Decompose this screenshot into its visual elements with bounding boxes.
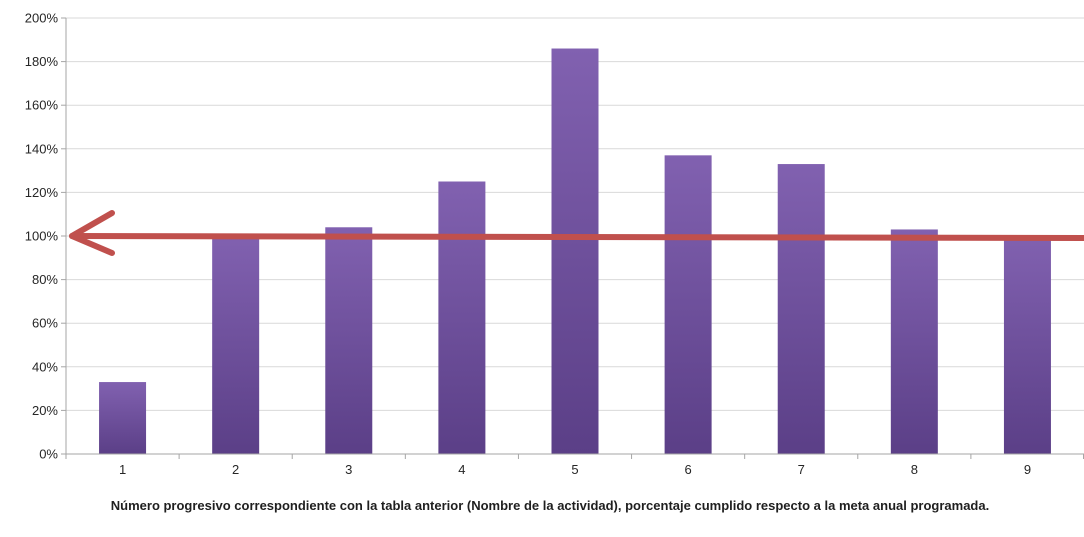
reference-arrowhead	[69, 210, 115, 256]
bar-6	[664, 155, 712, 454]
x-tick-label: 3	[345, 462, 352, 477]
bar-8	[890, 229, 938, 454]
bar-9	[1003, 236, 1051, 454]
y-tick-label: 60%	[32, 316, 58, 331]
reference-line-100	[69, 210, 1084, 256]
x-tick-label: 4	[458, 462, 465, 477]
y-tick-label: 180%	[25, 54, 59, 69]
bars	[99, 48, 1051, 455]
axes	[65, 18, 1084, 455]
reference-line	[69, 233, 1084, 241]
y-tick-label: 40%	[32, 359, 58, 374]
y-tick-label: 0%	[39, 447, 58, 462]
x-tick-label: 6	[684, 462, 691, 477]
y-tick-label: 160%	[25, 98, 59, 113]
x-axis-label: Número progresivo correspondiente con la…	[110, 498, 990, 513]
x-tick-label: 5	[571, 462, 578, 477]
x-tick-label: 8	[911, 462, 918, 477]
y-tick-label: 140%	[25, 141, 59, 156]
y-axis-tick-labels: 0% 20% 40% 60% 80% 100% 120% 140% 160% 180% 200%	[25, 11, 59, 462]
y-tick-label: 100%	[25, 229, 59, 244]
bar-2	[212, 236, 260, 454]
y-tick-label: 120%	[25, 185, 59, 200]
x-axis-tick-labels: 1 2 3 4 5 6 7 8 9	[119, 462, 1031, 477]
bar-1	[99, 382, 147, 454]
bar-5	[551, 48, 599, 455]
bar-3	[325, 227, 373, 454]
bar-7	[777, 164, 825, 454]
y-tick-label: 20%	[32, 403, 58, 418]
x-tick-label: 9	[1024, 462, 1031, 477]
y-tick-label: 200%	[25, 11, 59, 26]
y-tick-label: 80%	[32, 272, 58, 287]
x-tick-label: 2	[232, 462, 239, 477]
x-tick-label: 7	[798, 462, 805, 477]
x-tick-label: 1	[119, 462, 126, 477]
bar-4	[438, 181, 486, 454]
